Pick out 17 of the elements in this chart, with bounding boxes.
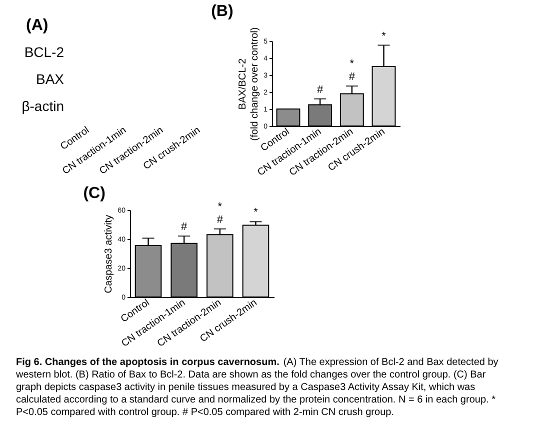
text: (A) (26, 17, 48, 34)
text: Fig 6. Changes of the apoptosis in corpus cavernosum. (16, 357, 280, 368)
annotation: # (348, 71, 356, 84)
annotation: * (350, 58, 355, 70)
annotation: # (181, 221, 188, 234)
annotation: * (218, 200, 223, 213)
annotation: # (317, 84, 324, 96)
text: BAX (36, 71, 65, 87)
text: BCL-2 (24, 44, 64, 60)
chart-title: (B) (211, 2, 234, 20)
y-axis-title: BAX/BCL-2 (fold change over control) (238, 27, 261, 141)
annotation: * (382, 30, 387, 42)
annotation: * (254, 206, 259, 219)
annotation: # (216, 214, 224, 226)
chart-title: (C) (83, 184, 106, 202)
y-axis-title: Caspase3 activity (104, 214, 115, 294)
text: β-actin (22, 98, 64, 114)
